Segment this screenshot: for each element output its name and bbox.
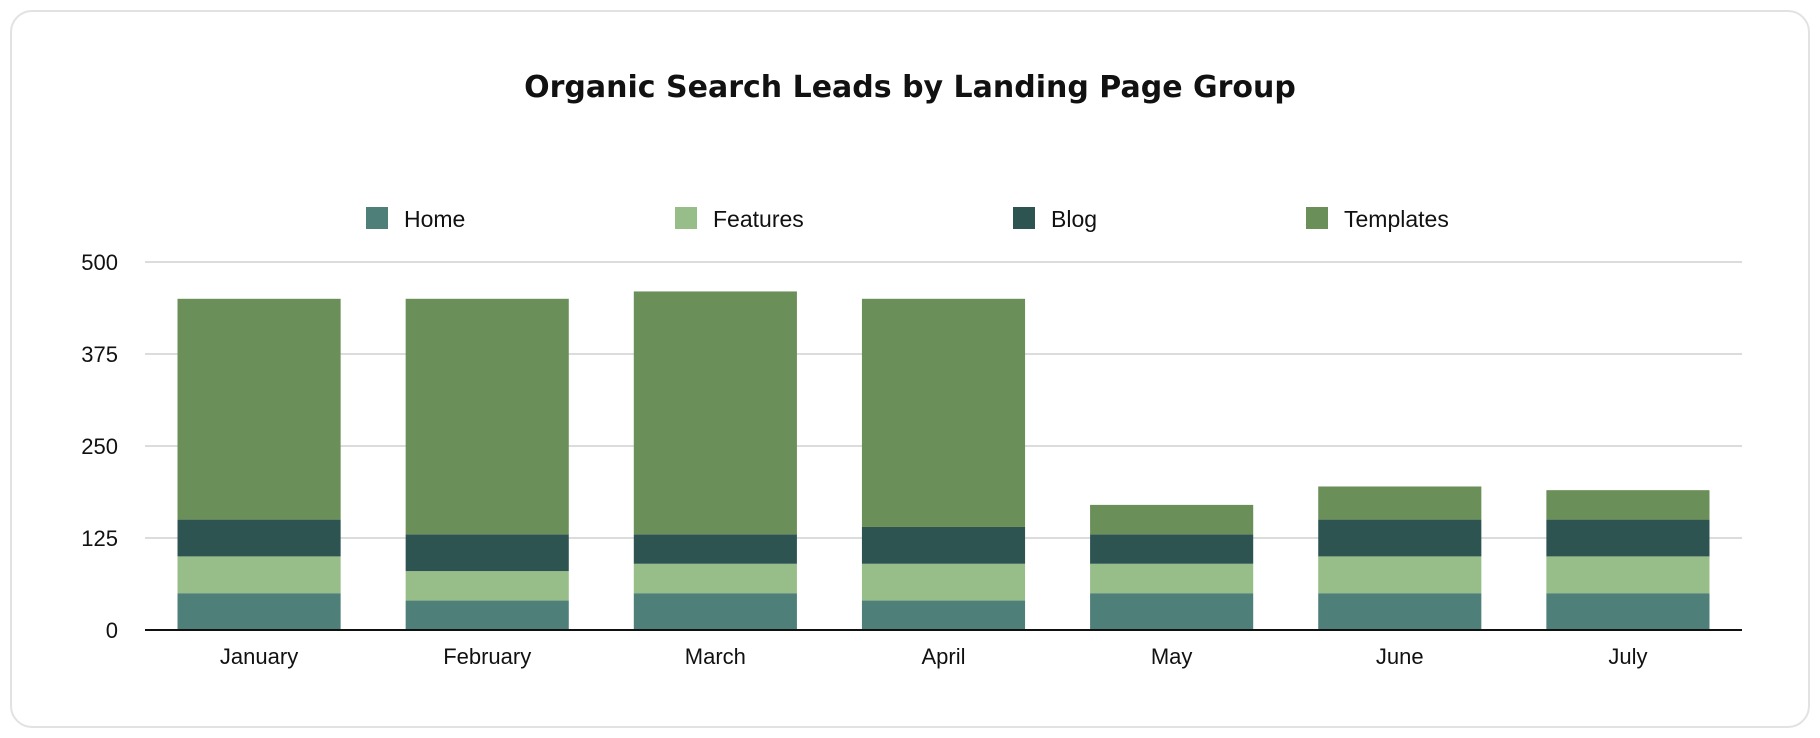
bar-segment-templates xyxy=(1546,490,1710,520)
x-tick-label: April xyxy=(921,644,965,669)
bar-segment-blog xyxy=(1090,534,1254,564)
bar-segment-templates xyxy=(1090,504,1254,535)
bar-segment-blog xyxy=(633,534,797,564)
bar-segment-templates xyxy=(1318,486,1482,520)
y-tick-label: 125 xyxy=(81,526,118,551)
legend-label-templates: Templates xyxy=(1344,206,1449,232)
bar-segment-templates xyxy=(633,291,797,535)
y-tick-label: 500 xyxy=(81,250,118,275)
x-tick-label: January xyxy=(220,644,298,669)
bar-segment-features xyxy=(861,563,1026,601)
bar-segment-home xyxy=(177,593,341,630)
bar-segment-blog xyxy=(1546,519,1710,557)
bar-segment-templates xyxy=(861,298,1026,527)
axes: 0 125 250 375 500 January February March April Ma… xyxy=(81,250,1742,669)
bar-segment-features xyxy=(633,563,797,594)
bar-segment-home xyxy=(1090,593,1254,630)
bar-segment-home xyxy=(405,600,569,630)
x-tick-label: February xyxy=(443,644,531,669)
y-tick-label: 0 xyxy=(106,618,118,643)
bar-segment-home xyxy=(1318,593,1482,630)
x-tick-label: March xyxy=(685,644,746,669)
x-tick-label: July xyxy=(1608,644,1647,669)
legend-swatch-home xyxy=(366,207,388,229)
bar-segment-templates xyxy=(177,298,341,520)
bar-segment-features xyxy=(1318,556,1482,594)
bar-segment-blog xyxy=(1318,519,1482,557)
bar-segment-templates xyxy=(405,298,569,535)
chart-title: Organic Search Leads by Landing Page Gro… xyxy=(524,70,1296,105)
legend-swatch-features xyxy=(675,207,697,229)
bar-segment-home xyxy=(633,593,797,630)
legend: Home Features Blog Templates xyxy=(366,206,1449,232)
legend-swatch-blog xyxy=(1013,207,1035,229)
bars xyxy=(177,291,1710,630)
y-tick-label: 375 xyxy=(81,342,118,367)
bar-segment-home xyxy=(861,600,1026,630)
legend-swatch-templates xyxy=(1306,207,1328,229)
bar-segment-features xyxy=(1090,563,1254,594)
bar-segment-features xyxy=(405,571,569,601)
x-tick-label: June xyxy=(1376,644,1424,669)
y-tick-label: 250 xyxy=(81,434,118,459)
bar-segment-features xyxy=(1546,556,1710,594)
legend-label-features: Features xyxy=(713,206,804,232)
legend-label-blog: Blog xyxy=(1051,206,1097,232)
bar-segment-blog xyxy=(405,534,569,572)
x-tick-label: May xyxy=(1151,644,1193,669)
bar-segment-home xyxy=(1546,593,1710,630)
bar-segment-features xyxy=(177,556,341,594)
legend-label-home: Home xyxy=(404,206,465,232)
bar-segment-blog xyxy=(177,519,341,557)
bar-segment-blog xyxy=(861,526,1026,564)
